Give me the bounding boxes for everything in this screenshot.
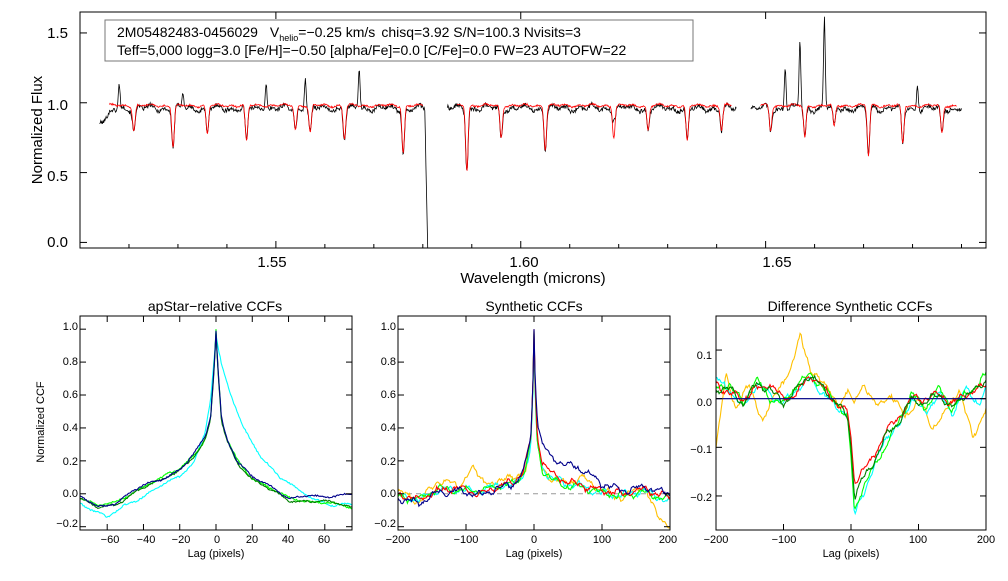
apstar-xtick-label: 0 — [214, 534, 220, 546]
vhelio-value: =−0.25 km/s — [298, 24, 375, 40]
spectrum-xtick-label: 1.65 — [762, 254, 791, 271]
difference-ytick-label: 0.0 — [697, 397, 712, 409]
apstar-ytick-label: 0.8 — [63, 356, 78, 368]
difference-xtick-label: 0 — [848, 534, 854, 546]
synthetic-ytick-label: −0.2 — [374, 518, 396, 530]
synthetic-ytick-label: 0.4 — [381, 422, 396, 434]
synthetic-xlabel: Lag (pixels) — [506, 548, 563, 560]
synthetic-ccf-lines — [397, 329, 671, 529]
spectrum-xlabel: Wavelength (microns) — [460, 270, 605, 287]
spectrum-ytick-label: 0.5 — [47, 168, 68, 185]
info-line-1: 2M05482483-0456029 Vhelio=−0.25 km/s chisq… — [117, 24, 581, 43]
spectrum-panel: 1.5 1.0 0.5 0.0 1.55 1.60 1.65 Wavelengt… — [29, 11, 987, 287]
difference-ccf-panel: Difference Synthetic CCFs 0.1 0.0 −0.1 −… — [690, 298, 995, 560]
spectrum-observed-line — [750, 16, 962, 156]
synthetic-xtick-label: −100 — [454, 534, 479, 546]
spectrum-ytick-label: 0.0 — [47, 234, 68, 251]
synthetic-ytick-label: 1.0 — [381, 321, 396, 333]
apstar-xtick-label: 60 — [318, 534, 330, 546]
spectrum-synthetic-line — [760, 102, 957, 157]
ccf-line-blue — [397, 329, 671, 508]
spectrum-data — [99, 16, 962, 249]
synthetic-ccf-panel: Synthetic CCFs −0.2 0.0 0.2 0.4 0.6 0.8 … — [374, 298, 677, 560]
difference-ccf-title: Difference Synthetic CCFs — [768, 298, 933, 314]
star-id: 2M05482483-0456029 — [117, 24, 258, 40]
synthetic-xtick-label: −200 — [386, 534, 411, 546]
synthetic-ccf-ticks — [397, 316, 671, 530]
spectrum-synthetic-line — [456, 102, 732, 171]
synthetic-xtick-label: 200 — [659, 534, 677, 546]
difference-ccf-lines — [715, 332, 987, 516]
spectrum-ytick-label: 1.0 — [47, 97, 68, 114]
ccf-line-red — [715, 375, 987, 485]
difference-ytick-label: −0.2 — [690, 492, 712, 504]
synthetic-ytick-label: 0.0 — [381, 488, 396, 500]
difference-ytick-label: 0.1 — [697, 350, 712, 362]
apstar-ytick-label: 0.2 — [63, 456, 78, 468]
ccf-line-green — [715, 371, 987, 510]
difference-ytick-label: −0.1 — [690, 444, 712, 456]
apstar-ytick-label: 0.6 — [63, 389, 78, 401]
difference-xtick-label: −100 — [772, 534, 797, 546]
spectrum-xtick-label: 1.55 — [257, 254, 286, 271]
spectrum-synthetic-line — [109, 102, 424, 154]
difference-xtick-label: 200 — [977, 534, 995, 546]
synthetic-ccf-title: Synthetic CCFs — [485, 298, 582, 314]
vhelio-subscript: helio — [279, 33, 298, 43]
difference-xtick-label: 100 — [909, 534, 927, 546]
spectrum-ylabel: Normalized Flux — [29, 75, 46, 184]
apstar-ylabel: Normalized CCF — [35, 381, 47, 463]
difference-ccf-ticks — [715, 316, 987, 530]
vhelio-symbol: V — [270, 24, 280, 40]
apstar-xtick-label: −20 — [172, 534, 191, 546]
apstar-ccf-lines — [79, 329, 353, 518]
difference-xtick-label: −200 — [704, 534, 729, 546]
apstar-ytick-label: 0.0 — [63, 488, 78, 500]
fit-statistics: chisq=3.92 S/N=100.3 Nvisits=3 — [381, 24, 581, 40]
apstar-ytick-label: −0.2 — [56, 518, 78, 530]
apstar-xtick-label: −60 — [101, 534, 120, 546]
synthetic-xtick-label: 0 — [531, 534, 537, 546]
apstar-xtick-label: −40 — [137, 534, 156, 546]
spectrum-xtick-label: 1.60 — [509, 254, 538, 271]
apstar-ccf-ticks — [80, 316, 352, 530]
apstar-ytick-label: 1.0 — [63, 321, 78, 333]
apstar-xtick-label: 40 — [282, 534, 294, 546]
ccf-line-darkgreen — [715, 374, 987, 500]
synthetic-xtick-label: 100 — [593, 534, 611, 546]
synthetic-ytick-label: 0.6 — [381, 389, 396, 401]
apstar-ytick-label: 0.4 — [63, 422, 78, 434]
ccf-line-gold — [715, 332, 987, 449]
spectrum-frame — [79, 11, 987, 249]
ccf-line-blue — [79, 330, 353, 508]
apstar-ccf-panel: apStar−relative CCFs −0.2 0.0 0.2 0.4 0.… — [35, 298, 353, 560]
spectrum-ytick-label: 1.5 — [47, 25, 68, 42]
synthetic-ytick-label: 0.2 — [381, 456, 396, 468]
info-line-2: Teff=5,000 logg=3.0 [Fe/H]=−0.50 [alpha/… — [117, 42, 626, 58]
apstar-xlabel: Lag (pixels) — [188, 548, 245, 560]
synthetic-ytick-label: 0.8 — [381, 356, 396, 368]
apstar-xtick-label: 20 — [246, 534, 258, 546]
apstar-ccf-title: apStar−relative CCFs — [148, 298, 282, 314]
spectrum-ticks — [80, 12, 986, 248]
info-box — [104, 19, 694, 62]
difference-xlabel: Lag (pixels) — [823, 548, 880, 560]
